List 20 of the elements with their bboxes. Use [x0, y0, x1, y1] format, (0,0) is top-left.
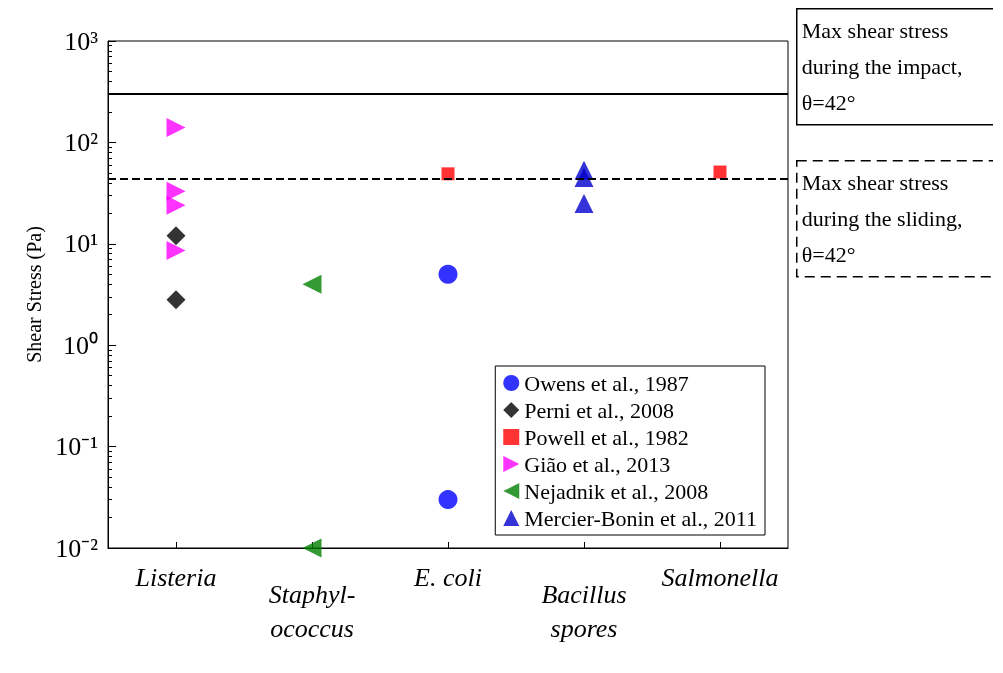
text: Max shear stress during the sliding, θ=42° — [801, 170, 968, 268]
legend-label: Perni et al., 2008 — [524, 397, 674, 423]
text: Max shear stress during the impact, θ=42° — [801, 18, 968, 116]
legend-label: Gião et al., 2013 — [524, 451, 671, 477]
y-tick-label: 10⁰ — [63, 330, 98, 360]
y-tick-label: 10² — [64, 127, 99, 157]
x-tick-label: E. coli — [413, 562, 482, 592]
legend-label: Owens et al., 1987 — [524, 370, 689, 396]
y-tick-label: 10⁻¹ — [55, 432, 98, 462]
legend-label: Nejadnik et al., 2008 — [524, 478, 709, 504]
x-tick-label: Listeria — [134, 562, 217, 592]
x-tick-label: Staphyl- ococcus — [268, 579, 356, 643]
legend-label: Powell et al., 1982 — [524, 424, 689, 450]
y-tick-label: 10⁻² — [55, 533, 99, 563]
x-tick-label: Bacillus spores — [541, 579, 627, 643]
legend-label: Mercier-Bonin et al., 2011 — [524, 505, 757, 531]
y-tick-label: 10³ — [64, 26, 99, 56]
y-axis-title: Shear Stress (Pa) — [23, 226, 47, 363]
y-tick-label: 10¹ — [64, 229, 98, 259]
x-tick-label: Salmonella — [661, 562, 779, 592]
